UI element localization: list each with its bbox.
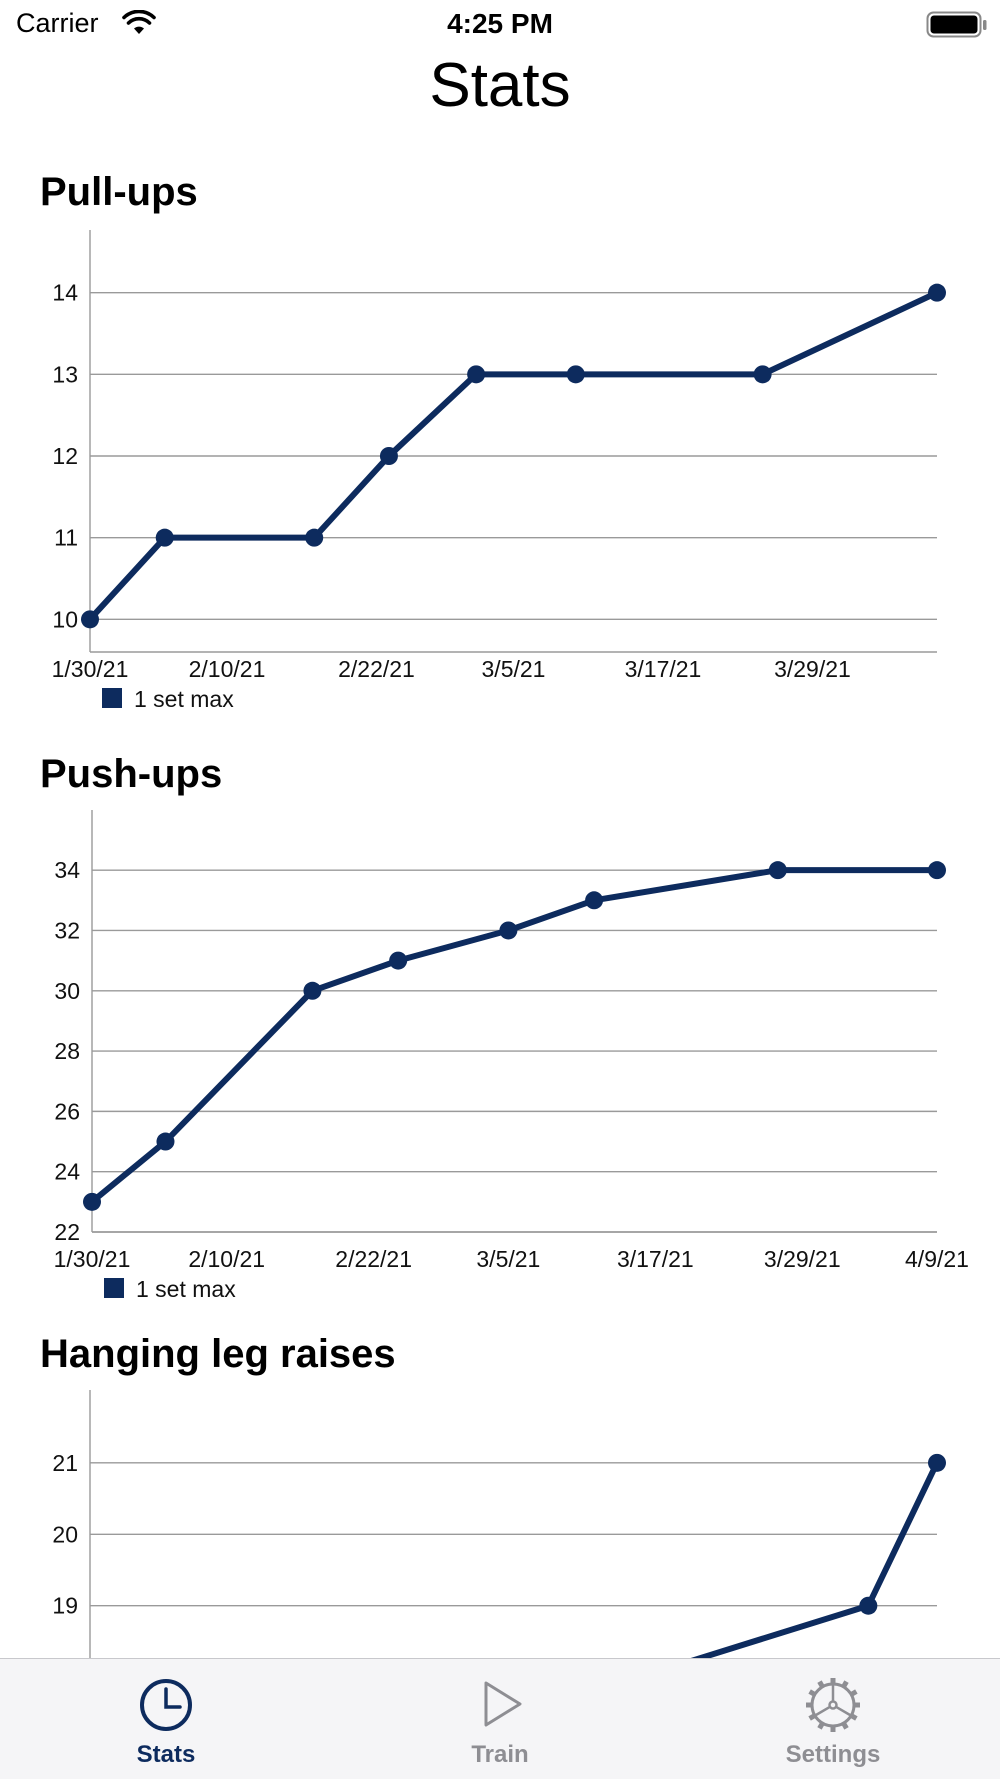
- x-tick-label: 1/30/21: [52, 656, 129, 682]
- data-point: [566, 365, 585, 384]
- tab-stats-label: Stats: [136, 1741, 196, 1768]
- y-tick-label: 24: [54, 1159, 80, 1185]
- clock-icon: [140, 1679, 192, 1731]
- section-title-hanging-leg-raises: Hanging leg raises: [40, 1332, 396, 1376]
- y-tick-label: 28: [54, 1038, 80, 1064]
- series-line: [87, 289, 940, 623]
- data-point: [585, 891, 604, 910]
- y-tick-label: 22: [54, 1219, 80, 1245]
- wifi-icon: [122, 9, 156, 41]
- y-tick-label: 26: [54, 1098, 80, 1124]
- data-point: [753, 365, 772, 384]
- x-tick-label: 3/29/21: [764, 1246, 841, 1272]
- tab-train-label: Train: [471, 1741, 529, 1768]
- data-point: [83, 1192, 101, 1211]
- tab-settings[interactable]: Settings: [733, 1659, 933, 1779]
- data-point: [81, 610, 99, 629]
- pull-ups-chart: 10 11 12 13 14 1/30/21 2/10/21 2/22/21 3/5/21 3/1…: [52, 230, 946, 712]
- x-tick-label: 3/5/21: [482, 656, 546, 682]
- legend-label: 1 set max: [136, 1276, 236, 1302]
- data-point: [156, 1132, 175, 1151]
- y-tick-label: 20: [52, 1521, 78, 1547]
- tab-settings-label: Settings: [785, 1741, 881, 1768]
- x-tick-label: 2/10/21: [188, 1246, 265, 1272]
- y-tick-label: 34: [54, 857, 80, 883]
- x-tick-label: 1/30/21: [54, 1246, 131, 1272]
- x-tick-label: 4/9/21: [905, 1246, 969, 1272]
- x-tick-label: 2/10/21: [189, 656, 266, 682]
- hanging-leg-raises-chart: 18192021: [52, 1390, 946, 1658]
- data-point: [379, 447, 398, 465]
- data-point: [928, 861, 946, 880]
- status-time: 4:25 PM: [447, 8, 553, 39]
- y-tick-label: 13: [52, 361, 78, 387]
- series-line: [690, 1459, 940, 1658]
- legend-swatch: [102, 688, 122, 708]
- data-point: [155, 528, 174, 547]
- data-point: [928, 283, 946, 302]
- series-line: [89, 867, 940, 1205]
- x-tick-label: 3/29/21: [774, 656, 851, 682]
- battery-icon: [926, 11, 988, 44]
- x-tick-label: 3/5/21: [476, 1246, 540, 1272]
- data-point: [928, 1453, 946, 1472]
- status-bar: Carrier 4:25 PM: [0, 0, 1000, 50]
- x-tick-label: 2/22/21: [338, 656, 415, 682]
- y-tick-label: 32: [54, 917, 80, 943]
- x-tick-label: 3/17/21: [617, 1246, 694, 1272]
- plot-area: [690, 1453, 946, 1658]
- data-point: [859, 1596, 878, 1615]
- y-tick-label: 10: [52, 606, 78, 632]
- x-tick-label: 3/17/21: [625, 656, 702, 682]
- play-icon: [484, 1681, 522, 1727]
- legend-swatch: [104, 1278, 124, 1298]
- data-point: [389, 951, 408, 970]
- y-tick-label: 14: [52, 280, 78, 306]
- stats-scroll-view[interactable]: Carrier 4:25 PM Stats Pull-ups 10 11 12 13 1…: [0, 0, 1000, 1658]
- data-point: [305, 528, 324, 547]
- data-point: [467, 365, 486, 384]
- y-tick-label: 30: [54, 978, 80, 1004]
- tab-bar: Stats Train Settings: [0, 1658, 1000, 1779]
- y-tick-label: 11: [54, 525, 78, 551]
- gear-icon: [806, 1678, 860, 1732]
- y-tick-label: 12: [52, 443, 78, 469]
- page-title: Stats: [429, 51, 571, 120]
- x-tick-label: 2/22/21: [335, 1246, 412, 1272]
- y-tick-label: 19: [52, 1593, 78, 1619]
- tab-train[interactable]: Train: [400, 1659, 600, 1779]
- data-point: [303, 981, 322, 1000]
- push-ups-chart: 22 24 26 28 30 32 34 1/30/21 2/10/21 2/22/21 3/5/2…: [54, 810, 969, 1302]
- section-title-pull-ups: Pull-ups: [40, 170, 198, 214]
- plot-area: [81, 283, 946, 629]
- section-title-push-ups: Push-ups: [40, 752, 223, 796]
- data-point: [768, 861, 787, 880]
- carrier-label: Carrier: [16, 8, 99, 38]
- data-point: [499, 921, 518, 940]
- plot-area: [83, 861, 946, 1211]
- tab-stats[interactable]: Stats: [66, 1659, 266, 1779]
- legend-label: 1 set max: [134, 686, 234, 712]
- y-tick-label: 21: [52, 1450, 78, 1476]
